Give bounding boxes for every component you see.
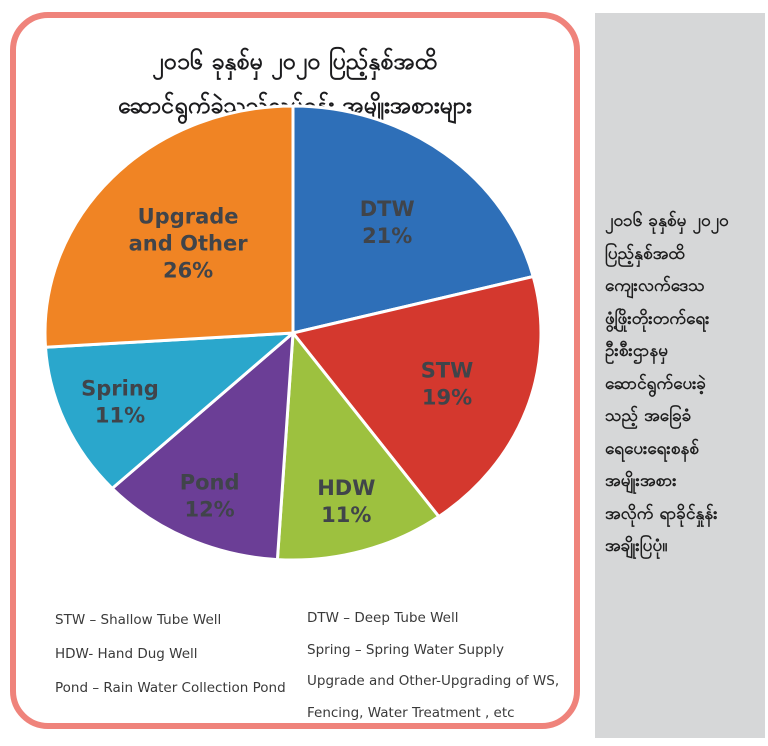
sidebar-caption-line: ၂၀၁၆ ခုနှစ်မှ ၂၀၂၀	[605, 211, 729, 231]
pie-slice-dtw	[291, 104, 535, 335]
sidebar-caption-line: ပြည့်နှစ်အထိ	[605, 243, 685, 264]
legend-item-hdw: HDW- Hand Dug Well	[55, 646, 198, 662]
legend-item-stw: STW – Shallow Tube Well	[55, 612, 222, 628]
pie-slice-upgrade	[43, 104, 295, 349]
legend-item-pond: Pond – Rain Water Collection Pond	[55, 680, 286, 696]
sidebar-caption: ၂၀၁၆ ခုနှစ်မှ ၂၀၂၀ ပြည့်နှစ်အထိ ကျေးလက်ဒ…	[605, 205, 759, 563]
pie-slice-label-upgrade: Upgrade and Other 26%	[129, 204, 249, 282]
legend-item-spring: Spring – Spring Water Supply	[307, 641, 504, 658]
sidebar-panel: ၂၀၁၆ ခုနှစ်မှ ၂၀၂၀ ပြည့်နှစ်အထိ ကျေးလက်ဒ…	[595, 13, 765, 738]
pie-slice-hdw	[275, 331, 441, 562]
sidebar-caption-line: ရေပေးရေးစနစ်	[605, 438, 700, 459]
pie-slice-spring	[44, 331, 295, 490]
sidebar-caption-line: ဖွံ့ဖြိုးတိုးတက်ရေး	[605, 308, 710, 329]
legend-column-left: STW – Shallow Tube Well HDW- Hand Dug We…	[55, 603, 286, 705]
sidebar-caption-line: အလိုက် ရာခိုင်နှုန်း	[605, 503, 718, 524]
sidebar-caption-line: သည့် အခြေခံ	[605, 406, 692, 426]
pie-slice-label-dtw: DTW 21%	[360, 197, 415, 248]
pie-slice-label-stw: STW 19%	[421, 359, 474, 410]
legend-item-upgrade-line-1: Upgrade and Other-Upgrading of WS,	[307, 673, 560, 689]
sidebar-caption-line: ဦးစီးဌာနမှ	[605, 341, 669, 361]
sidebar-caption-line: အချိုးပြပုံ။	[605, 536, 668, 556]
chart-title-line-1: ၂၀၁၆ ခုနှစ်မှ ၂၀၂၀ ပြည့်နှစ်အထိ	[152, 49, 438, 75]
pie-slice-label-hdw: HDW 11%	[317, 476, 375, 527]
pie-slice-label-pond: Pond 12%	[180, 470, 240, 521]
sidebar-caption-line: အမျိုးအစား	[605, 471, 677, 491]
legend-item-dtw: DTW – Deep Tube Well	[307, 610, 459, 626]
legend-column-right: DTW – Deep Tube Well Spring – Spring Wat…	[307, 603, 559, 729]
sidebar-caption-line: ဆောင်ရွက်ပေးခဲ့	[605, 373, 707, 394]
pie-chart: DTW 21% STW 19% HDW 11% Pond 12% Spring 11% Upgrad…	[43, 104, 543, 562]
legend-item-upgrade-line-2: Fencing, Water Treatment , etc	[307, 704, 515, 721]
sidebar-caption-line: ကျေးလက်ဒေသ	[605, 276, 705, 296]
pie-slice-pond	[110, 331, 295, 562]
pie-slice-label-spring: Spring 11%	[81, 377, 159, 428]
pie-slice-stw	[291, 275, 543, 519]
